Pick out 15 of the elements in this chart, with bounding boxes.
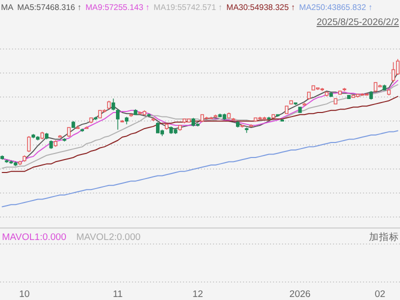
chart-title: MA [1,3,14,12]
text: 2025/8/25-2026/2/2 [316,17,399,28]
x-tick-label: 10 [19,289,30,300]
x-tick-label: 2026 [289,289,311,300]
text: 加指标 [369,231,399,243]
text: MA30:54938.325 ↑ [226,3,296,12]
x-tick-label: 02 [374,289,386,300]
text: MA250:43865.832 ↑ [299,3,372,12]
text: MA9:57255.143 ↑ [85,3,150,12]
text: MAVOL2:0.000 [76,232,141,243]
x-tick-label: 11 [112,289,123,300]
text: MAVOL1:0.000 [2,232,66,243]
text: MA19:55742.571 ↑ [154,3,222,12]
x-tick-label: 12 [192,289,204,300]
text: MA5:57468.316 ↑ [17,3,82,12]
